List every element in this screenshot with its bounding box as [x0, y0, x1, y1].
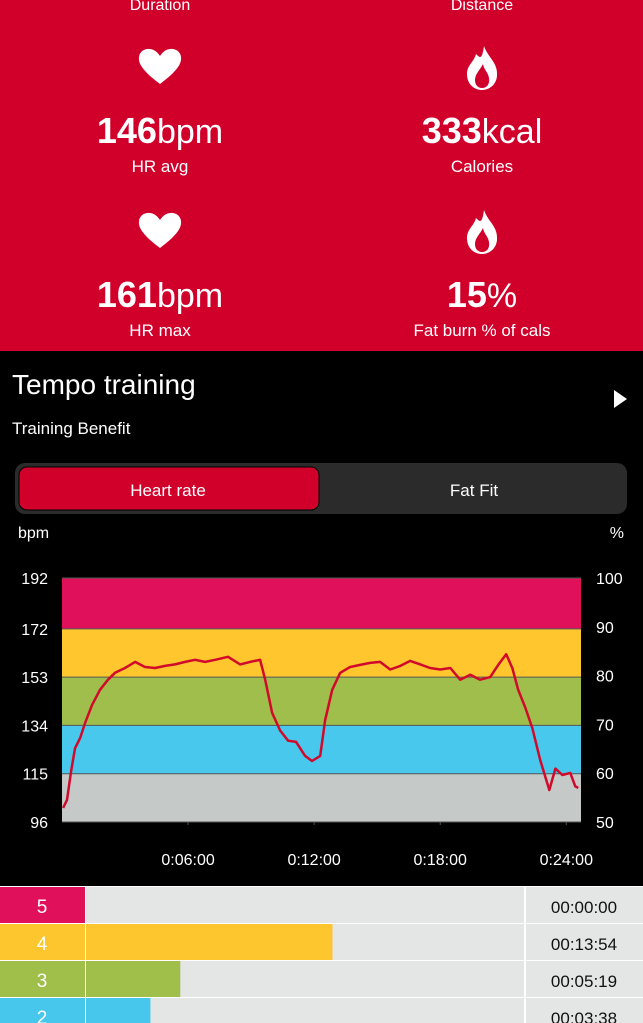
- y-tick-label: 134: [21, 718, 48, 735]
- stat-label: HR avg: [132, 157, 189, 176]
- zone-bar: [86, 998, 151, 1023]
- zone-band: [62, 677, 581, 726]
- y2-axis-title: %: [610, 525, 624, 542]
- stat-value: 15%: [447, 274, 517, 315]
- stat-label: Fat burn % of cals: [413, 321, 550, 340]
- stat-number: 161: [97, 274, 157, 315]
- y2-tick-label: 100: [596, 571, 623, 588]
- zone-time-cell: [526, 887, 643, 923]
- expand-arrow[interactable]: [614, 390, 627, 408]
- zone-number: 4: [37, 934, 48, 955]
- zone-bar: [86, 924, 333, 960]
- zone-time-cell: [526, 924, 643, 960]
- stat-value: 333kcal: [422, 110, 543, 151]
- zone-bar: [86, 961, 181, 997]
- tab-active[interactable]: [18, 466, 320, 511]
- tab-label[interactable]: Fat Fit: [450, 481, 498, 500]
- top-label: Distance: [451, 0, 513, 14]
- zone-number-cell: [0, 924, 85, 960]
- stat-unit: bpm: [157, 113, 223, 151]
- x-tick-label: 0:24:00: [540, 852, 593, 869]
- y-tick-label: 172: [21, 622, 48, 639]
- stat-value: 146bpm: [97, 110, 223, 151]
- y2-tick-label: 70: [596, 717, 614, 734]
- zone-track: [86, 887, 524, 923]
- workout-subtitle: Training Benefit: [12, 419, 131, 438]
- zone-number-cell: [0, 998, 85, 1023]
- zone-band: [62, 578, 581, 629]
- y2-tick-label: 60: [596, 766, 614, 783]
- stat-number: 333: [422, 110, 482, 151]
- zone-band: [62, 773, 581, 822]
- y-tick-label: 153: [21, 670, 48, 687]
- y-axis-title: bpm: [18, 525, 49, 542]
- y-tick-label: 192: [21, 571, 48, 588]
- zone-time-cell: [526, 961, 643, 997]
- stat-unit: kcal: [482, 113, 542, 151]
- flame-icon: [467, 210, 498, 254]
- stat-unit: %: [487, 277, 517, 315]
- x-tick-label: 0:18:00: [414, 852, 467, 869]
- summary-panel: [0, 0, 643, 351]
- zone-time: 00:03:38: [551, 1009, 617, 1023]
- heart-icon: [138, 48, 182, 84]
- x-tick-label: 0:06:00: [161, 852, 214, 869]
- zone-number: 3: [37, 971, 48, 992]
- zone-time: 00:13:54: [551, 935, 617, 954]
- stat-unit: bpm: [157, 277, 223, 315]
- stat-label: Calories: [451, 157, 513, 176]
- y2-tick-label: 50: [596, 815, 614, 832]
- stat-value: 161bpm: [97, 274, 223, 315]
- heart-rate-line: [61, 653, 579, 809]
- zone-number: 5: [37, 897, 48, 918]
- stat-number: 15: [447, 274, 487, 315]
- zone-number-cell: [0, 887, 85, 923]
- y2-tick-label: 90: [596, 620, 614, 637]
- zone-time: 00:00:00: [551, 898, 617, 917]
- y-tick-label: 115: [22, 767, 48, 784]
- zone-number-cell: [0, 961, 85, 997]
- top-label: Duration: [130, 0, 190, 14]
- zone-number: 2: [37, 1008, 48, 1023]
- flame-icon: [467, 46, 498, 90]
- zone-band: [62, 628, 581, 678]
- tab-label[interactable]: Heart rate: [130, 481, 206, 500]
- heart-icon: [138, 212, 182, 248]
- zone-time-cell: [526, 998, 643, 1023]
- workout-title[interactable]: Tempo training: [12, 369, 196, 400]
- y-tick-label: 96: [30, 815, 48, 832]
- x-tick-label: 0:12:00: [287, 852, 340, 869]
- stat-label: HR max: [129, 321, 191, 340]
- stat-number: 146: [97, 110, 157, 151]
- zone-track: [86, 998, 524, 1023]
- zone-time: 00:05:19: [551, 972, 617, 991]
- y2-tick-label: 80: [596, 669, 614, 686]
